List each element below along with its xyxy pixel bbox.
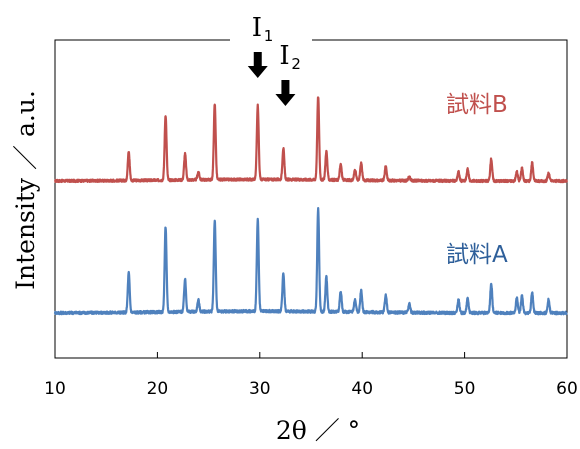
x-tick-label: 30 [249,379,271,399]
annotations: I 1I 2 [230,13,312,106]
x-tick-label: 10 [44,379,66,399]
annotation-backdrop [230,22,312,44]
x-tick-label: 40 [351,379,373,399]
annotation-subscript-I2: 2 [291,55,301,73]
series-line-0 [54,96,569,184]
annotation-label-I1: I [252,13,262,43]
annotation-arrow-I1 [247,52,268,78]
y-axis-label: Intensity ／ a.u. [11,90,40,290]
x-tick-label: 60 [556,379,578,399]
annotation-label-I2: I [279,41,289,71]
series-line-1 [53,207,568,316]
x-tick-label: 20 [147,379,169,399]
x-axis-ticks: 10 20 30 40 50 60 [44,352,578,399]
annotation-subscript-I1: 1 [264,27,274,45]
series-label-a: 試料A [446,242,508,268]
series-label-b: 試料B [446,92,508,118]
x-tick-label: 50 [454,379,476,399]
annotation-arrow-I2 [275,80,296,106]
x-axis-label: 2θ ／ ° [276,416,360,445]
series-layer [53,96,569,316]
